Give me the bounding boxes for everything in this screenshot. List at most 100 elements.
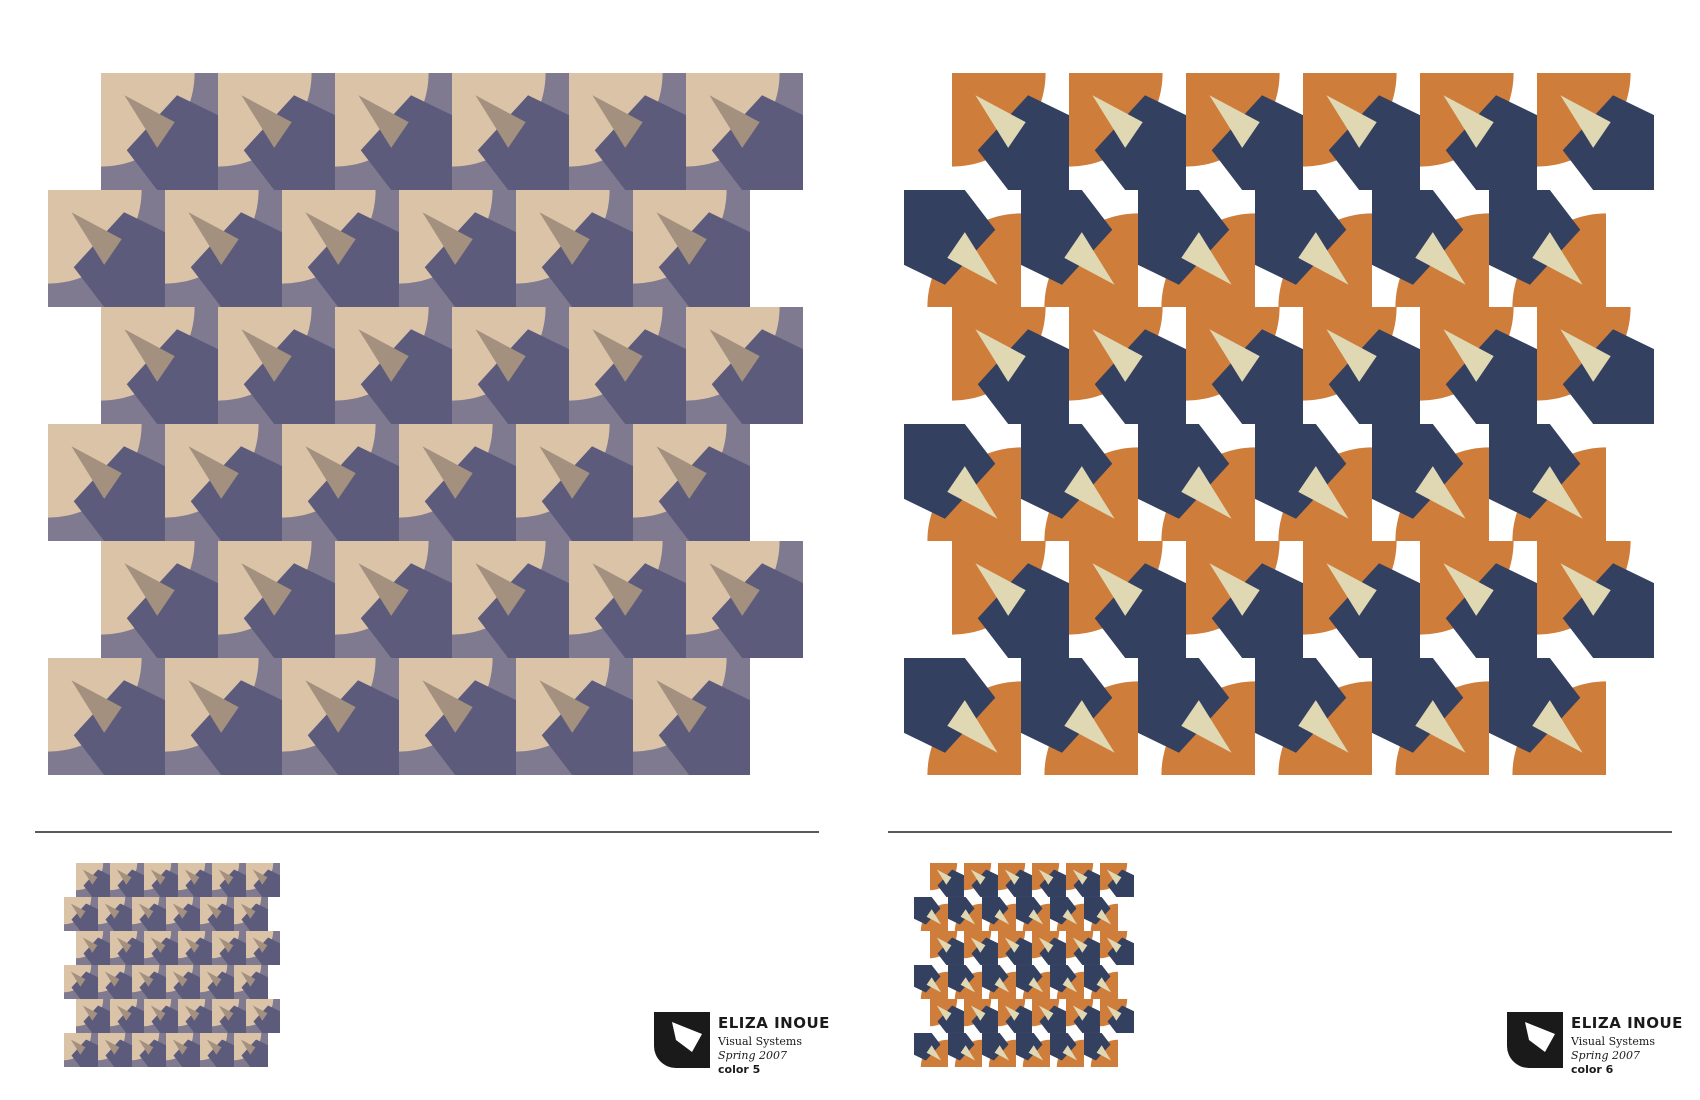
pattern-tile (76, 999, 110, 1033)
pattern-tile (904, 190, 1021, 307)
pattern-tile (98, 965, 132, 999)
pattern-tile (144, 999, 178, 1033)
brand-season: Spring 2007 (718, 1049, 787, 1062)
pattern-tile (1050, 897, 1084, 931)
pattern-tile (1032, 999, 1066, 1033)
pattern-tile (686, 541, 803, 658)
pattern-tile (914, 1033, 948, 1067)
pattern-color-6-thumbnail (914, 863, 1134, 1067)
brand-subtitle: Visual Systems (1571, 1035, 1655, 1048)
brand-subtitle: Visual Systems (718, 1035, 802, 1048)
pattern-tile (1066, 931, 1100, 965)
pattern-tile (633, 424, 750, 541)
pattern-tile (1489, 190, 1606, 307)
pattern-tile (904, 424, 1021, 541)
pattern-tile (178, 931, 212, 965)
pattern-tile (132, 897, 166, 931)
pattern-tile (110, 999, 144, 1033)
pattern-tile (1255, 190, 1372, 307)
pattern-tile (132, 1033, 166, 1067)
pattern-tile (1372, 190, 1489, 307)
pattern-tile (1032, 863, 1066, 897)
pattern-tile (101, 307, 218, 424)
pattern-tile (1021, 424, 1138, 541)
pattern-tile (212, 863, 246, 897)
pattern-tile (1537, 307, 1654, 424)
pattern-tile (982, 897, 1016, 931)
pattern-tile (569, 73, 686, 190)
pattern-tile (516, 424, 633, 541)
pattern-tile (633, 190, 750, 307)
pattern-tile (64, 1033, 98, 1067)
pattern-tile (1021, 190, 1138, 307)
pattern-tile (200, 897, 234, 931)
pattern-tile (399, 190, 516, 307)
brand-block-color-6: ELIZA INOUE Visual Systems Spring 2007 c… (1507, 1012, 1700, 1092)
pattern-tile (1186, 307, 1303, 424)
pattern-tile (952, 73, 1069, 190)
pattern-tile (282, 658, 399, 775)
pattern-tile (399, 424, 516, 541)
pattern-tile (1084, 897, 1118, 931)
pattern-tile (212, 931, 246, 965)
pattern-tile (1255, 658, 1372, 775)
pattern-tile (165, 658, 282, 775)
pattern-tile (1420, 73, 1537, 190)
pattern-tile (48, 190, 165, 307)
pattern-tile (166, 965, 200, 999)
pattern-tile (282, 424, 399, 541)
pattern-tile (1372, 424, 1489, 541)
pattern-tile (101, 73, 218, 190)
pattern-tile (166, 897, 200, 931)
pattern-tile (246, 931, 280, 965)
brand-variant: color 5 (718, 1063, 761, 1076)
pattern-tile (964, 999, 998, 1033)
pattern-tile (1084, 965, 1118, 999)
pattern-tile (1100, 863, 1134, 897)
brand-name: ELIZA INOUE (1571, 1014, 1683, 1032)
pattern-tile (952, 307, 1069, 424)
pattern-tile (64, 897, 98, 931)
pattern-color-5 (48, 73, 803, 775)
pattern-tile (335, 73, 452, 190)
pattern-tile (200, 965, 234, 999)
pattern-tile (64, 965, 98, 999)
pattern-tile (948, 897, 982, 931)
pattern-tile (452, 73, 569, 190)
pattern-tile (1537, 541, 1654, 658)
pattern-tile (948, 1033, 982, 1067)
pattern-tile (48, 424, 165, 541)
pattern-tile (178, 999, 212, 1033)
pattern-tile (234, 965, 268, 999)
pattern-tile (998, 863, 1032, 897)
pattern-tile (1420, 307, 1537, 424)
pattern-tile (178, 863, 212, 897)
pattern-tile (904, 658, 1021, 775)
brand-logo-icon (1507, 1012, 1563, 1068)
pattern-tile (930, 863, 964, 897)
pattern-tile (234, 1033, 268, 1067)
brand-name: ELIZA INOUE (718, 1014, 830, 1032)
pattern-tile (1021, 658, 1138, 775)
brand-logo-icon (654, 1012, 710, 1068)
pattern-tile (200, 1033, 234, 1067)
pattern-color-5-thumbnail (64, 863, 280, 1067)
pattern-tile (335, 541, 452, 658)
pattern-tile (144, 863, 178, 897)
pattern-tile (998, 999, 1032, 1033)
pattern-tile (982, 1033, 1016, 1067)
pattern-tile (1069, 541, 1186, 658)
pattern-tile (246, 863, 280, 897)
pattern-tile (98, 1033, 132, 1067)
pattern-tile (246, 999, 280, 1033)
pattern-tile (1489, 658, 1606, 775)
pattern-tile (1303, 73, 1420, 190)
pattern-tile (1100, 931, 1134, 965)
pattern-tile (110, 863, 144, 897)
pattern-tile (964, 863, 998, 897)
pattern-tile (335, 307, 452, 424)
pattern-tile (1255, 424, 1372, 541)
pattern-tile (1084, 1033, 1118, 1067)
pattern-tile (1303, 541, 1420, 658)
pattern-tile (218, 541, 335, 658)
